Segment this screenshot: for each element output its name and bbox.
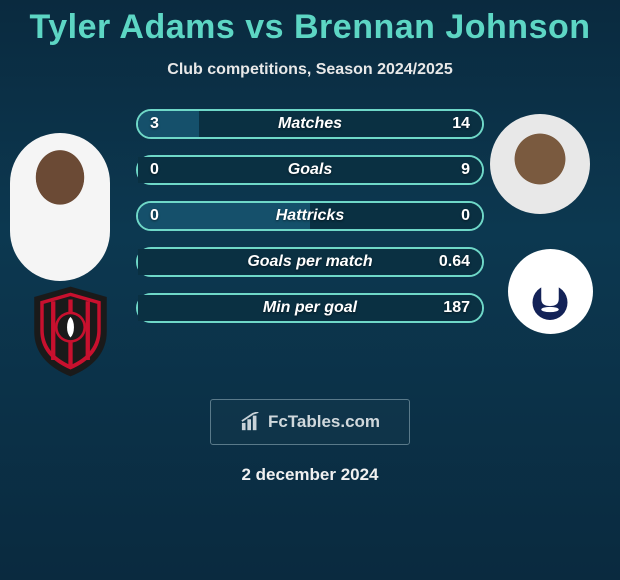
stat-label: Goals: [138, 161, 482, 179]
club-crest-right: [500, 249, 600, 334]
comparison-panel: 3Matches140Goals90Hattricks0Goals per ma…: [0, 109, 620, 379]
watermark-text: FcTables.com: [268, 412, 380, 432]
stat-row: Goals per match0.64: [136, 247, 484, 277]
player-left-portrait: [10, 133, 110, 281]
page-title: Tyler Adams vs Brennan Johnson: [0, 0, 620, 47]
stat-row: 3Matches14: [136, 109, 484, 139]
subtitle: Club competitions, Season 2024/2025: [0, 61, 620, 79]
stat-right-value: 14: [452, 115, 470, 133]
player-right-portrait: [490, 114, 590, 214]
stat-label: Hattricks: [138, 207, 482, 225]
stat-row: 0Goals9: [136, 155, 484, 185]
stat-right-value: 0.64: [439, 253, 470, 271]
chart-icon: [240, 412, 262, 432]
stat-bars: 3Matches140Goals90Hattricks0Goals per ma…: [136, 109, 484, 339]
date-text: 2 december 2024: [0, 465, 620, 485]
stat-right-value: 9: [461, 161, 470, 179]
stat-row: 0Hattricks0: [136, 201, 484, 231]
club-crest-left: [20, 289, 120, 374]
stat-right-value: 0: [461, 207, 470, 225]
stat-label: Min per goal: [138, 299, 482, 317]
watermark: FcTables.com: [210, 399, 410, 445]
stat-row: Min per goal187: [136, 293, 484, 323]
stat-label: Goals per match: [138, 253, 482, 271]
stat-right-value: 187: [443, 299, 470, 317]
stat-label: Matches: [138, 115, 482, 133]
